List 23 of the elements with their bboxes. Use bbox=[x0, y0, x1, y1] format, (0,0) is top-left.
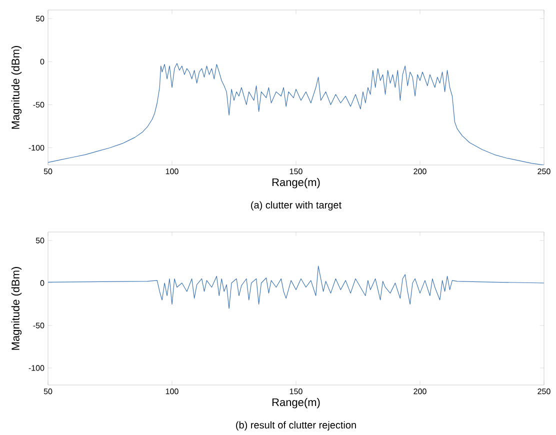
x-tick-label: 200 bbox=[414, 388, 426, 394]
y-tick-label: -50 bbox=[33, 102, 44, 108]
x-tick-label: 250 bbox=[538, 168, 550, 174]
x-tick-label: 100 bbox=[166, 388, 178, 394]
y-tick-label: 0 bbox=[40, 58, 44, 64]
x-axis-title: Range(m) bbox=[272, 178, 320, 188]
y-tick-label: -100 bbox=[28, 365, 44, 371]
x-tick-label: 100 bbox=[166, 168, 178, 174]
text: (a) clutter with target bbox=[251, 201, 342, 211]
x-axis-title: Range(m) bbox=[272, 398, 320, 408]
line-series bbox=[48, 63, 544, 165]
text: (b) result of clutter rejection bbox=[236, 421, 356, 431]
y-tick-label: 50 bbox=[36, 238, 44, 244]
x-tick-label: 250 bbox=[538, 388, 550, 394]
y-tick-label: -50 bbox=[33, 322, 44, 328]
y-axis-title: Magnitude (dBm) bbox=[11, 46, 22, 129]
x-tick-label: 150 bbox=[290, 388, 302, 394]
y-tick-label: -100 bbox=[28, 144, 44, 151]
x-tick-label: 200 bbox=[414, 168, 426, 174]
y-axis-title: Magnitude (dBm) bbox=[11, 267, 22, 350]
y-tick-label: 50 bbox=[36, 16, 44, 22]
x-tick-label: 150 bbox=[290, 168, 302, 174]
y-tick-label: 0 bbox=[40, 280, 44, 286]
